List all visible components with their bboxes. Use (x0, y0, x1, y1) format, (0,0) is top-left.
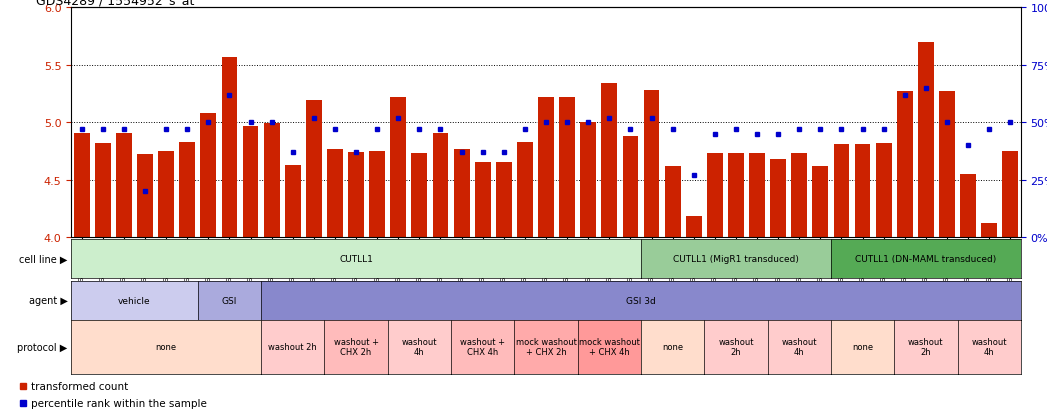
Bar (918, 43, 934, 237)
Text: CUTLL1 (DN-MAML transduced): CUTLL1 (DN-MAML transduced) (855, 255, 997, 263)
Bar (116, 133, 132, 237)
Bar (306, 101, 321, 237)
Text: washout
4h: washout 4h (781, 337, 817, 356)
Bar (496, 163, 512, 237)
Bar (601, 84, 618, 237)
Bar (222, 57, 238, 237)
Text: GSI 3d: GSI 3d (626, 296, 655, 305)
Bar (95, 143, 111, 237)
Text: GDS4289 / 1554952_s_at: GDS4289 / 1554952_s_at (36, 0, 194, 7)
Bar (453, 149, 469, 237)
Bar (538, 97, 554, 237)
Bar (728, 154, 743, 237)
Text: transformed count: transformed count (31, 381, 129, 391)
Text: percentile rank within the sample: percentile rank within the sample (31, 398, 207, 408)
Bar (792, 154, 807, 237)
Bar (749, 154, 765, 237)
Bar (285, 165, 300, 237)
Bar (517, 142, 533, 237)
Bar (74, 133, 90, 237)
Bar (474, 163, 491, 237)
Text: CUTLL1: CUTLL1 (339, 255, 373, 263)
Text: washout
4h: washout 4h (972, 337, 1007, 356)
Bar (854, 145, 870, 237)
Bar (559, 97, 575, 237)
Bar (391, 97, 406, 237)
Bar (771, 159, 786, 237)
Text: CUTLL1 (MigR1 transduced): CUTLL1 (MigR1 transduced) (673, 255, 799, 263)
Bar (897, 92, 913, 237)
Bar (243, 126, 259, 237)
Text: vehicle: vehicle (118, 296, 151, 305)
Text: washout 2h: washout 2h (268, 342, 317, 351)
Text: protocol ▶: protocol ▶ (18, 342, 68, 352)
Bar (432, 133, 448, 237)
Text: none: none (156, 342, 177, 351)
Bar (411, 154, 427, 237)
Text: GSI: GSI (222, 296, 238, 305)
Bar (580, 123, 596, 237)
Bar (179, 142, 195, 237)
Bar (939, 92, 955, 237)
Bar (623, 137, 639, 237)
Bar (875, 143, 892, 237)
Text: washout
4h: washout 4h (402, 337, 438, 356)
Bar (158, 152, 174, 237)
Text: mock washout
+ CHX 4h: mock washout + CHX 4h (579, 337, 640, 356)
Text: washout +
CHX 2h: washout + CHX 2h (334, 337, 379, 356)
Bar (327, 149, 343, 237)
Bar (707, 154, 722, 237)
Bar (137, 155, 153, 237)
Bar (981, 224, 997, 237)
Text: mock washout
+ CHX 2h: mock washout + CHX 2h (515, 337, 577, 356)
Bar (833, 145, 849, 237)
Text: agent ▶: agent ▶ (29, 295, 68, 306)
Bar (686, 217, 701, 237)
Text: cell line ▶: cell line ▶ (19, 254, 68, 264)
Bar (264, 124, 280, 237)
Bar (370, 152, 385, 237)
Text: washout +
CHX 4h: washout + CHX 4h (461, 337, 506, 356)
Bar (644, 91, 660, 237)
Bar (349, 153, 364, 237)
Bar (812, 166, 828, 237)
Bar (1002, 152, 1018, 237)
Bar (665, 166, 681, 237)
Bar (200, 114, 217, 237)
Text: washout
2h: washout 2h (718, 337, 754, 356)
Text: washout
2h: washout 2h (908, 337, 943, 356)
Text: none: none (662, 342, 684, 351)
Bar (960, 174, 976, 237)
Text: none: none (852, 342, 873, 351)
